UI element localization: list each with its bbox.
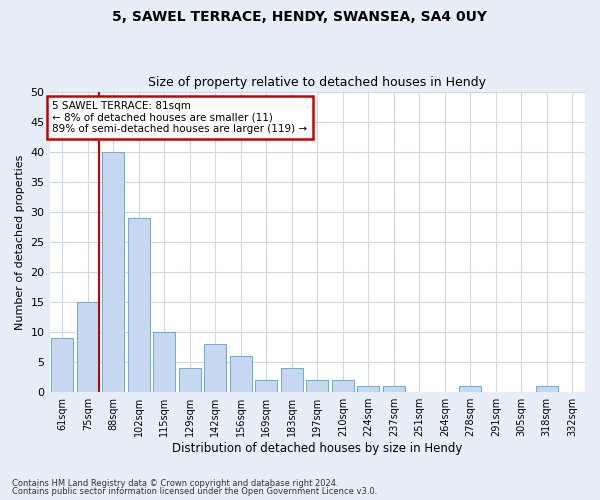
Bar — [256, 380, 277, 392]
Text: Contains public sector information licensed under the Open Government Licence v3: Contains public sector information licen… — [12, 487, 377, 496]
Bar — [230, 356, 251, 392]
Bar — [103, 152, 124, 392]
X-axis label: Distribution of detached houses by size in Hendy: Distribution of detached houses by size … — [172, 442, 463, 455]
Bar — [205, 344, 226, 392]
Text: 5, SAWEL TERRACE, HENDY, SWANSEA, SA4 0UY: 5, SAWEL TERRACE, HENDY, SWANSEA, SA4 0U… — [113, 10, 487, 24]
Bar — [358, 386, 379, 392]
Bar — [179, 368, 200, 392]
Bar — [52, 338, 73, 392]
Text: Contains HM Land Registry data © Crown copyright and database right 2024.: Contains HM Land Registry data © Crown c… — [12, 478, 338, 488]
Text: 5 SAWEL TERRACE: 81sqm
← 8% of detached houses are smaller (11)
89% of semi-deta: 5 SAWEL TERRACE: 81sqm ← 8% of detached … — [52, 101, 307, 134]
Y-axis label: Number of detached properties: Number of detached properties — [15, 154, 25, 330]
Title: Size of property relative to detached houses in Hendy: Size of property relative to detached ho… — [148, 76, 486, 90]
Bar — [128, 218, 149, 392]
Bar — [460, 386, 481, 392]
Bar — [332, 380, 353, 392]
Bar — [154, 332, 175, 392]
Bar — [307, 380, 328, 392]
Bar — [281, 368, 302, 392]
Bar — [383, 386, 404, 392]
Bar — [77, 302, 98, 392]
Bar — [536, 386, 557, 392]
